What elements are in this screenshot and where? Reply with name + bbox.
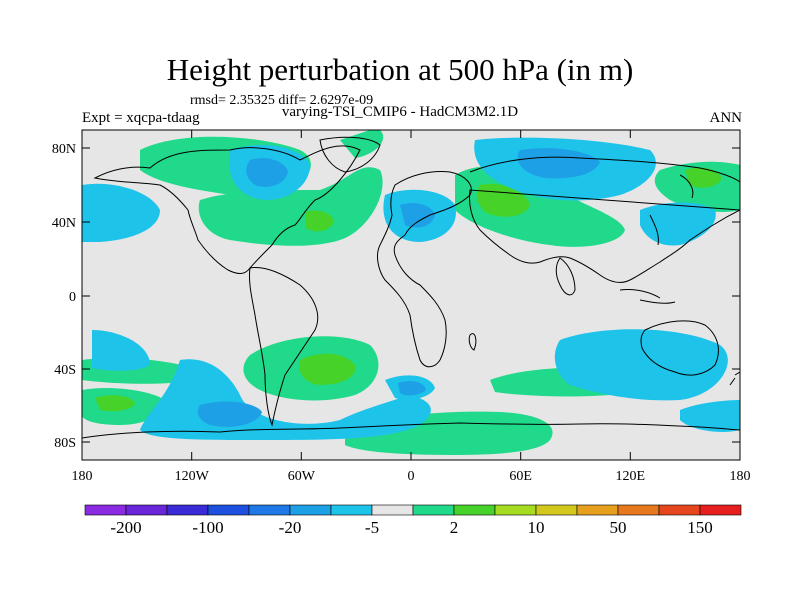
- colorbar: [84, 504, 742, 516]
- strong-negative-anomaly-fill: [197, 148, 600, 427]
- contour-fields: [82, 130, 740, 455]
- x-tick-label: 0: [408, 469, 415, 484]
- y-axis: 80N 40N 0 40S 80S: [52, 142, 740, 451]
- colorbar-swatch: [84, 504, 127, 516]
- y-tick-label: 80S: [54, 436, 76, 451]
- colorbar-label: -20: [279, 518, 302, 537]
- x-tick-label: 180: [730, 469, 751, 484]
- experiment-label: Expt = xqcpa-tdaag: [82, 110, 200, 126]
- colorbar-swatch: [412, 504, 455, 516]
- y-tick-label: 0: [69, 290, 76, 305]
- colorbar-swatch: [617, 504, 660, 516]
- comparison-label: varying-TSI_CMIP6 - HadCM3M2.1D: [281, 104, 519, 120]
- coastlines: [82, 136, 740, 439]
- x-tick-label: 60W: [288, 469, 316, 484]
- colorbar-swatch: [535, 504, 578, 516]
- colorbar-swatch: [494, 504, 537, 516]
- colorbar-swatch: [453, 504, 496, 516]
- colorbar-label: -5: [365, 518, 379, 537]
- colorbar-label: 150: [687, 518, 713, 537]
- colorbar-swatch: [371, 504, 414, 516]
- y-tick-label: 40N: [52, 216, 76, 231]
- colorbar-label: -200: [110, 518, 141, 537]
- colorbar-label: -100: [192, 518, 223, 537]
- x-axis: 180 120W 60W 0 60E 120E 180: [72, 130, 751, 484]
- season-label: ANN: [709, 110, 743, 126]
- x-tick-label: 180: [72, 469, 93, 484]
- colorbar-label: 2: [450, 518, 459, 537]
- x-tick-label: 120W: [175, 469, 210, 484]
- colorbar-label: 50: [610, 518, 627, 537]
- y-tick-label: 80N: [52, 142, 76, 157]
- colorbar-swatch: [207, 504, 250, 516]
- colorbar-swatch: [166, 504, 209, 516]
- plot-title: Height perturbation at 500 hPa (in m): [166, 52, 634, 87]
- colorbar-swatch: [658, 504, 701, 516]
- colorbar-swatch: [125, 504, 168, 516]
- colorbar-label: 10: [528, 518, 545, 537]
- colorbar-swatch: [330, 504, 373, 516]
- colorbar-labels: -200 -100 -20 -5 2 10 50 150: [110, 518, 712, 537]
- colorbar-swatch: [289, 504, 332, 516]
- x-tick-label: 60E: [509, 469, 532, 484]
- colorbar-swatch: [699, 504, 742, 516]
- colorbar-swatch: [576, 504, 619, 516]
- stats-label: rmsd= 2.35325 diff= 2.6297e-09: [190, 93, 374, 108]
- y-tick-label: 40S: [54, 363, 76, 378]
- x-tick-label: 120E: [616, 469, 646, 484]
- colorbar-swatch: [248, 504, 291, 516]
